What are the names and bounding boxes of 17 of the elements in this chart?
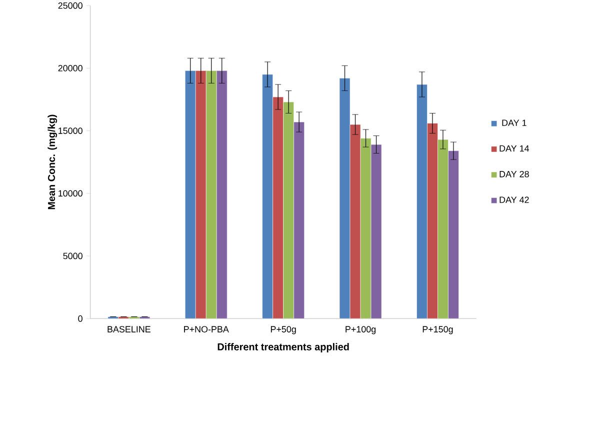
x-tick-label: P+100g xyxy=(346,326,376,334)
legend-label: DAY 42 xyxy=(500,196,529,203)
x-axis-title: Different treatments applied xyxy=(218,343,349,352)
y-tick-label: 25000 xyxy=(58,2,82,9)
legend-label: DAY 1 xyxy=(502,120,526,126)
x-tick-label: P+NO-PBA xyxy=(184,326,229,332)
x-tick-label: P+50g xyxy=(270,326,296,334)
x-tick-label: P+150g xyxy=(422,326,453,334)
y-axis-title: Mean Conc. (mg/kg) xyxy=(48,114,58,210)
x-tick-label: BASELINE xyxy=(108,326,150,332)
legend-label: DAY 14 xyxy=(500,145,530,152)
y-tick-label: 5000 xyxy=(63,252,82,260)
y-tick-label: 15000 xyxy=(58,128,82,134)
y-tick-label: 0 xyxy=(78,315,82,322)
y-tick-label: 20000 xyxy=(58,64,82,72)
y-tick-label: 10000 xyxy=(58,190,82,197)
legend-label: DAY 28 xyxy=(500,170,529,178)
